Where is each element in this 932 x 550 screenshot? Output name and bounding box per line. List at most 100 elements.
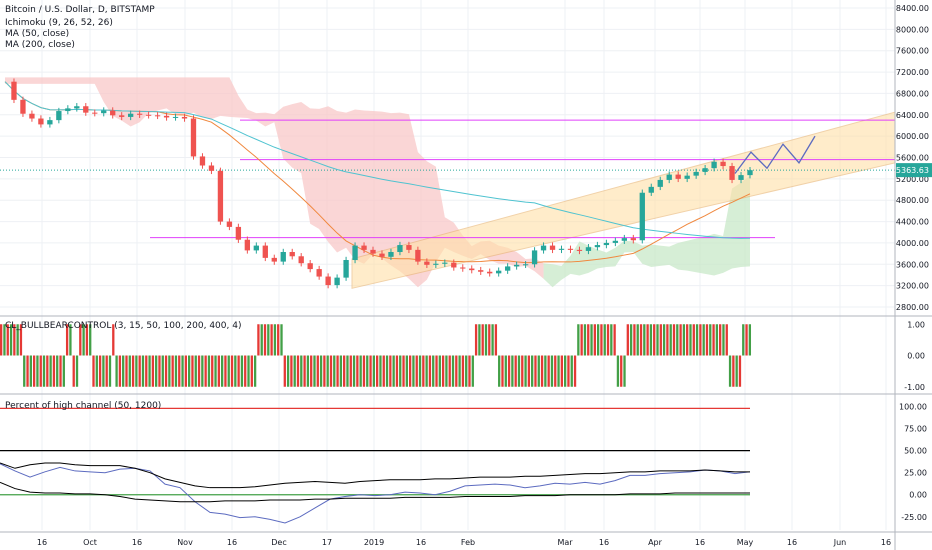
y-tick-label: 6000.00: [896, 132, 929, 141]
histogram-bar: [125, 355, 128, 387]
candle-body: [540, 245, 547, 251]
histogram-bar: [527, 355, 531, 387]
candle-body: [352, 245, 358, 261]
pct-series-line: [0, 481, 750, 503]
candle-body: [558, 248, 565, 250]
candle-body: [711, 161, 717, 169]
histogram-bar: [564, 355, 567, 387]
candle-body: [621, 238, 627, 241]
histogram-bar: [369, 355, 372, 387]
histogram-bar: [247, 355, 250, 387]
histogram-bar: [616, 355, 620, 387]
histogram-bar: [577, 324, 580, 356]
histogram-bar: [613, 324, 616, 356]
candle-body: [612, 240, 619, 243]
x-tick-label: 16: [787, 538, 797, 547]
histogram-bar: [46, 355, 49, 387]
histogram-bar: [738, 355, 742, 387]
histogram-bar: [547, 355, 550, 387]
histogram-bar: [6, 324, 9, 356]
histogram-bar: [682, 324, 686, 356]
histogram-bar: [445, 355, 448, 387]
candle-body: [262, 245, 268, 258]
histogram-bar: [455, 355, 458, 387]
histogram-bar: [478, 324, 481, 356]
histogram-bar: [191, 355, 194, 387]
histogram-bar: [280, 324, 283, 356]
histogram-bar: [362, 355, 366, 387]
pct-tick-label: 50.00: [904, 447, 927, 456]
histogram-bar: [662, 324, 666, 356]
histogram-bar: [82, 324, 85, 356]
histogram-bar: [217, 355, 220, 387]
horizontal-levels: [0, 119, 895, 239]
histogram-bar: [313, 355, 316, 387]
histogram-bar: [108, 355, 112, 387]
histogram-bar: [557, 355, 560, 387]
candle-body: [442, 262, 448, 264]
histogram-bar: [521, 355, 524, 387]
y-tick-label: 3200.00: [896, 282, 929, 291]
histogram-bar: [267, 324, 270, 356]
pct-tick-label: 100.00: [899, 403, 927, 412]
histogram-bar: [56, 355, 59, 387]
histogram-bar: [62, 355, 65, 387]
candle-body: [397, 245, 403, 252]
histogram-bar: [359, 355, 362, 387]
x-tick-label: 16: [37, 538, 47, 547]
x-tick-label: Mar: [557, 538, 573, 547]
histogram-bar: [402, 355, 405, 387]
histogram-bar: [596, 324, 600, 356]
y-tick-label: 7600.00: [896, 47, 929, 56]
histogram-bar: [504, 355, 507, 387]
candle-body: [729, 166, 735, 180]
candle-body: [136, 113, 143, 115]
histogram-bar: [623, 355, 626, 387]
candle-body: [657, 179, 663, 187]
histogram-bar: [395, 355, 399, 387]
histogram-bar: [290, 355, 293, 387]
histogram-bar: [98, 355, 102, 387]
histogram-bar: [42, 355, 46, 387]
histogram-bar: [240, 355, 244, 387]
candle-body: [92, 112, 98, 114]
candle-body: [693, 171, 699, 176]
histogram-bar: [451, 355, 455, 387]
histogram-bar: [745, 324, 748, 356]
histogram-bar: [600, 324, 603, 356]
candle-body: [316, 269, 322, 277]
histogram-bar: [432, 355, 435, 387]
histogram-bar: [425, 355, 428, 387]
histogram-bar: [435, 355, 438, 387]
histogram-bar: [339, 355, 343, 387]
histogram-bar: [560, 355, 564, 387]
candle-body: [334, 277, 340, 286]
x-tick-label: Apr: [648, 538, 663, 547]
histogram-bar: [250, 355, 253, 387]
histogram-bar: [517, 355, 521, 387]
histogram-bar: [293, 355, 296, 387]
histogram-bar: [418, 355, 422, 387]
candle-body: [648, 186, 654, 193]
histogram-bar: [702, 324, 705, 356]
candle-body: [424, 261, 430, 265]
last-price-label: 5363.63: [896, 166, 929, 175]
x-tick-label: 16: [695, 538, 705, 547]
candle-body: [110, 110, 116, 116]
candle-body: [298, 256, 304, 264]
histogram-bar: [494, 324, 498, 356]
candle-body: [83, 106, 89, 113]
histogram-bar: [636, 324, 639, 356]
histogram-bar: [501, 355, 504, 387]
histogram-bar: [531, 355, 534, 387]
candle-body: [361, 245, 367, 250]
histogram-bar: [656, 324, 659, 356]
histogram-bar: [79, 324, 82, 356]
histogram-bar: [273, 324, 277, 356]
histogram-bar: [148, 355, 151, 387]
histogram-bar: [75, 355, 79, 387]
histogram-bar: [593, 324, 596, 356]
candle-body: [271, 257, 277, 262]
histogram-bar: [52, 355, 56, 387]
